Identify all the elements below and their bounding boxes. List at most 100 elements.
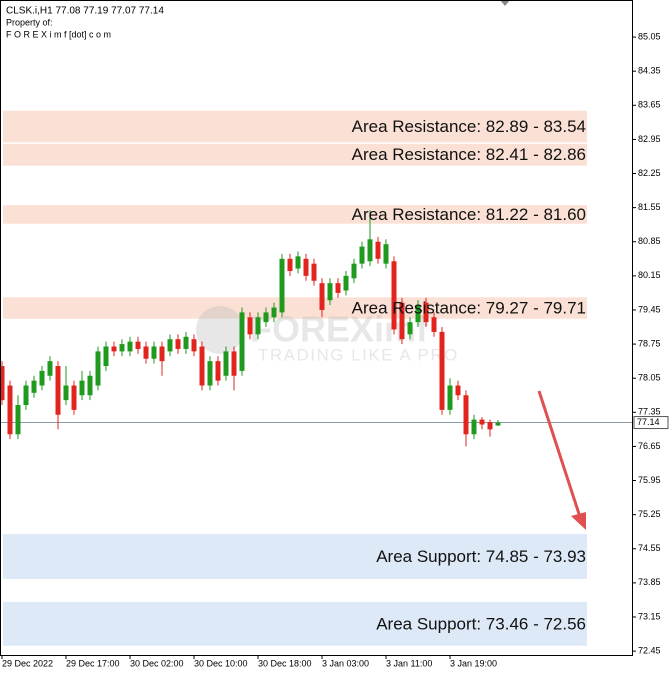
y-tick-label: 75.95 (638, 475, 661, 485)
watermark-text: FOREXimf (250, 309, 429, 350)
candle (271, 302, 277, 323)
candle (79, 370, 85, 401)
candle-body (95, 351, 101, 386)
candle-body (23, 385, 29, 405)
candle-body (399, 302, 405, 340)
candle (119, 339, 125, 357)
candle-body (167, 339, 173, 352)
owner-line: Property of: (6, 17, 53, 27)
candle (479, 417, 485, 430)
candles (0, 210, 501, 447)
candle-body (247, 317, 253, 335)
candle (415, 300, 421, 328)
candle (375, 236, 381, 264)
candle-body (295, 256, 301, 269)
x-tick-label: 3 Jan 19:00 (450, 658, 497, 668)
candle (463, 390, 469, 447)
candle-body (271, 307, 277, 318)
candle-body (463, 395, 469, 435)
candle (391, 256, 397, 335)
candle-body (391, 261, 397, 330)
candle-body (7, 385, 13, 435)
candle (63, 366, 69, 405)
candle-body (47, 361, 53, 376)
candle-body (479, 419, 485, 425)
candle (359, 241, 365, 269)
trend-arrow (537, 390, 582, 518)
candle-body (79, 380, 85, 396)
candle-body (183, 336, 189, 349)
candle-body (255, 317, 261, 335)
y-tick-label: 85.05 (638, 31, 661, 41)
candle (279, 253, 285, 318)
candle (191, 334, 197, 357)
candle-body (367, 239, 373, 262)
y-tick-label: 78.05 (638, 373, 661, 383)
y-tick-label: 80.85 (638, 236, 661, 246)
candle-body (239, 312, 245, 371)
candle (295, 251, 301, 274)
zone-label: Area Resistance: 81.22 - 81.60 (352, 205, 586, 224)
candle (199, 341, 205, 391)
candle-body (415, 305, 421, 323)
candle-body (343, 275, 349, 291)
candle-body (31, 380, 37, 393)
zone-label: Area Resistance: 82.89 - 83.54 (352, 117, 586, 136)
candle-body (375, 241, 381, 259)
candle (487, 419, 493, 437)
candle (335, 278, 341, 298)
plot-border (0, 0, 633, 656)
candle (231, 346, 237, 391)
y-tick-label: 73.85 (638, 577, 661, 587)
candle-body (303, 258, 309, 276)
candle-body (359, 246, 365, 264)
x-tick-label: 29 Dec 17:00 (66, 658, 120, 668)
candle (223, 346, 229, 381)
candle-body (207, 361, 213, 386)
watermark-tagline: TRADING LIKE A PRO (258, 345, 459, 364)
y-tick-label: 74.55 (638, 543, 661, 553)
candle-body (119, 344, 125, 352)
candle (15, 395, 21, 440)
candle (495, 420, 501, 426)
candle (319, 278, 325, 318)
candle (87, 370, 93, 401)
candle (351, 258, 357, 284)
top-marker (500, 0, 510, 6)
axes: 85.05 84.35 83.65 82.95 82.25 81.55 80.85 80.15… (1, 31, 669, 668)
candle-body (447, 385, 453, 410)
candle (159, 341, 165, 376)
candle (175, 334, 181, 354)
candle (407, 317, 413, 340)
x-tick-label: 30 Dec 02:00 (130, 658, 184, 668)
candle (167, 334, 173, 357)
candle-body (87, 375, 93, 396)
candle (439, 327, 445, 415)
candle-body (487, 422, 493, 430)
candle (255, 312, 261, 340)
candle-body (151, 346, 157, 359)
candle-body (191, 339, 197, 352)
candle-body (319, 283, 325, 310)
candle-body (103, 346, 109, 367)
candle-body (63, 385, 69, 401)
candle-body (55, 366, 61, 415)
candle (455, 380, 461, 401)
header: CLSK.i,H1 77.08 77.19 77.07 77.14 (6, 6, 164, 17)
candle-body (263, 312, 269, 323)
candle (7, 380, 13, 440)
candle (383, 239, 389, 269)
y-tick-label: 73.15 (638, 611, 661, 621)
candle (183, 331, 189, 354)
current-price-tag (633, 416, 669, 430)
candle (431, 312, 437, 337)
candle-body (287, 258, 293, 271)
candle-body (215, 361, 221, 381)
candle (95, 346, 101, 391)
candle-body (311, 263, 317, 281)
x-tick-label: 30 Dec 18:00 (258, 658, 312, 668)
candle-body (407, 322, 413, 335)
candle-body (71, 385, 77, 410)
y-tick-label: 82.25 (638, 168, 661, 178)
